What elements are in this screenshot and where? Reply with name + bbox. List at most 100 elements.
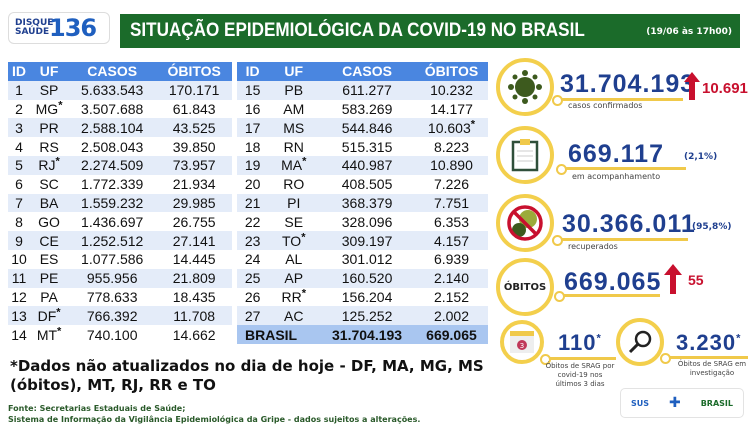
states-table-right: ID UF CASOS ÓBITOS 15 PB 611.277 10.232 16 AM 583.… [237, 62, 488, 344]
column-header: ID [237, 62, 269, 81]
column-header: ÓBITOS [156, 62, 232, 81]
uf-cell: AL [285, 251, 303, 268]
clipboard-icon [511, 139, 539, 172]
virus-icon-circle [496, 58, 554, 116]
deaths-cell: 170.171 [156, 80, 232, 100]
uf-cell: RO [283, 176, 305, 193]
total-label: BRASIL [237, 325, 320, 344]
virus-icon [508, 70, 542, 104]
uf-cell: TO* [268, 231, 320, 250]
id-cell: 22 [244, 213, 261, 230]
cases-cell: 1.252.512 [68, 231, 157, 250]
table-row: 27 AC 125.252 2.002 [237, 306, 488, 326]
cases-cell: 368.379 [319, 193, 415, 213]
recovered-pct: (95,8%) [692, 222, 732, 232]
id-cell: 9 [8, 231, 31, 250]
clipboard-icon-circle [496, 126, 554, 184]
deaths-cell: 14.445 [172, 251, 216, 268]
uf-cell: PB [268, 80, 320, 100]
srag-investigation-label: Óbitos de SRAG em investigação [677, 360, 747, 377]
id-cell: 14 [11, 326, 27, 343]
deaths-increase: 55 [688, 272, 704, 288]
table-row: 21 PI 368.379 7.751 [237, 193, 488, 213]
table-row: 9 CE 1.252.512 27.141 [8, 231, 232, 250]
uf-cell: AC [268, 306, 320, 326]
monitoring-value: 669.117 [568, 140, 664, 168]
deaths-cell: 29.985 [156, 193, 232, 213]
column-header: ID [8, 62, 31, 81]
deaths-cell: 6.939 [433, 251, 469, 268]
table-row: 6 SC 1.772.339 21.934 [8, 175, 232, 194]
table-header: ID UF CASOS ÓBITOS [237, 62, 488, 81]
table-row: 20 RO 408.505 7.226 [237, 175, 488, 194]
sus-logo: SUS [630, 398, 650, 408]
id-cell: 20 [244, 176, 261, 193]
table-row: 8 GO 1.436.697 26.755 [8, 212, 232, 231]
cases-cell: 3.507.688 [81, 100, 144, 117]
uf-cell: DF* [30, 306, 69, 326]
arrow-up-icon [684, 72, 700, 100]
source: Fonte: Secretarias Estaduais de Saúde; Si… [8, 404, 421, 424]
table-row: 22 SE 328.096 6.353 [237, 212, 488, 231]
srag-recent-value: 110* [558, 330, 602, 355]
table-row: 17 MS 544.846 10.603* [237, 118, 488, 138]
uf-cell: RN [283, 138, 304, 155]
deaths-cell: 43.525 [156, 118, 232, 138]
column-header: CASOS [68, 62, 157, 81]
column-header: UF [30, 62, 69, 81]
government-logos: SUS ✚ BRASIL [620, 388, 744, 418]
id-cell: 16 [244, 100, 261, 117]
uf-cell: PI [268, 193, 320, 213]
id-cell: 19 [237, 155, 269, 175]
table-row: 2 MG* 3.507.688 61.843 [8, 100, 232, 119]
disque-saude-logo: DISQUE SAÚDE 136 [8, 12, 110, 44]
uf-cell: AP [268, 268, 320, 288]
magnifier-icon [628, 330, 652, 354]
id-cell: 23 [237, 231, 269, 250]
total-cases: 31.704.193 [319, 325, 415, 344]
brasil-logo: BRASIL [700, 398, 733, 408]
table-row: 15 PB 611.277 10.232 [237, 80, 488, 100]
cases-cell: 955.956 [68, 268, 157, 288]
uf-cell: ES [39, 251, 59, 268]
table-header: ID UF CASOS ÓBITOS [8, 62, 232, 81]
table-row: 18 RN 515.315 8.223 [237, 137, 488, 156]
id-cell: 2 [15, 100, 23, 117]
deaths-cell: 11.708 [156, 306, 232, 326]
srag-investigation-value: 3.230* [676, 330, 742, 355]
svg-text:3: 3 [520, 342, 524, 350]
deaths-cell: 2.152 [433, 288, 469, 305]
uf-cell: PA [40, 288, 58, 305]
confirmed-value: 31.704.193 [560, 70, 696, 98]
id-cell: 24 [244, 251, 261, 268]
recovered-label: recuperados [568, 242, 618, 251]
deaths-circle-label: ÓBITOS [503, 281, 547, 293]
id-cell: 1 [8, 80, 31, 100]
id-cell: 13 [8, 306, 31, 326]
table-row: 5 RJ* 2.274.509 73.957 [8, 155, 232, 175]
deaths-cell: 10.890 [414, 155, 488, 175]
cases-cell: 778.633 [86, 288, 138, 305]
table-row: 1 SP 5.633.543 170.171 [8, 80, 232, 100]
deaths-cell: 14.177 [430, 100, 473, 117]
srag-recent-label: Óbitos de SRAG por covid-19 nos últimos … [545, 362, 615, 388]
cases-cell: 740.100 [86, 326, 138, 343]
table-row: 25 AP 160.520 2.140 [237, 268, 488, 288]
id-cell: 4 [15, 138, 23, 155]
uf-cell: CE [30, 231, 69, 250]
cases-cell: 1.077.586 [81, 251, 144, 268]
no-virus-icon [507, 205, 543, 241]
uf-cell: SP [30, 80, 69, 100]
id-cell: 11 [8, 268, 31, 288]
deaths-cell: 7.751 [414, 193, 488, 213]
uf-cell: SE [284, 213, 304, 230]
deaths-cell: 10.232 [414, 80, 488, 100]
id-cell: 3 [8, 118, 31, 138]
deaths-cell: 39.850 [172, 138, 216, 155]
id-cell: 12 [11, 288, 27, 305]
monitoring-label: em acompanhamento [572, 172, 661, 181]
uf-cell: GO [38, 213, 60, 230]
column-header: UF [268, 62, 320, 81]
confirmed-increase: 10.691 [702, 80, 748, 97]
cases-cell: 125.252 [319, 306, 415, 326]
